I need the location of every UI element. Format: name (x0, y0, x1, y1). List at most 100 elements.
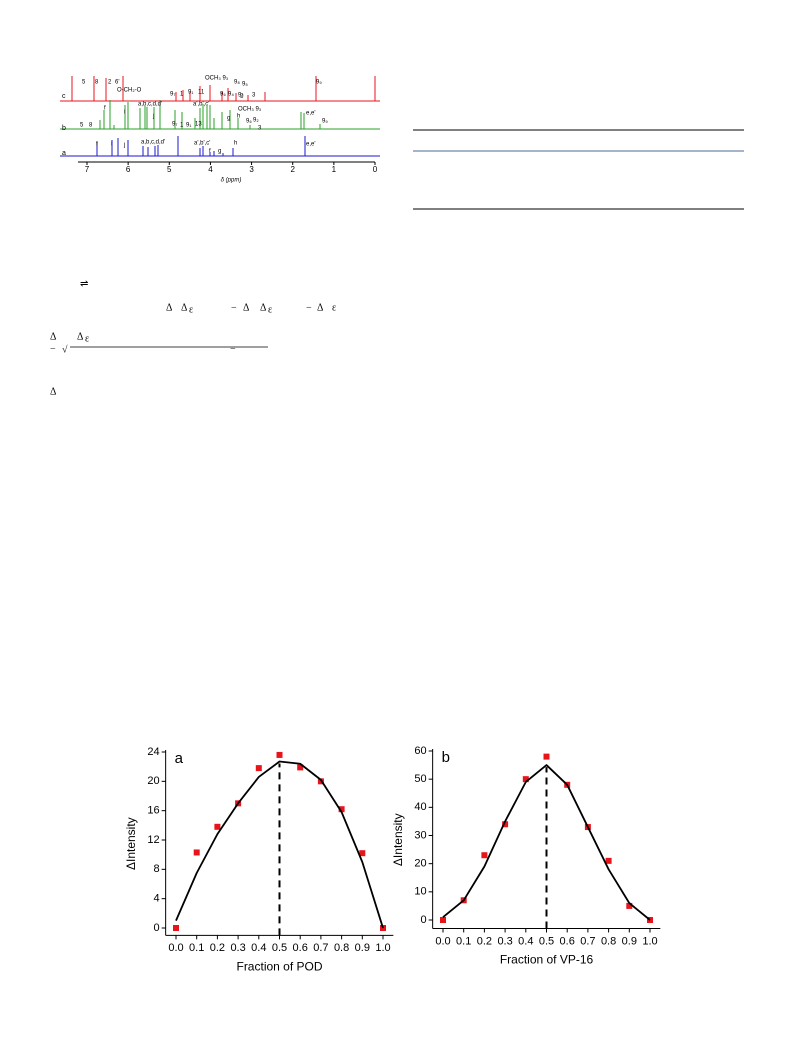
nmr-traces (60, 76, 380, 157)
x-tick-label: 7 (85, 165, 90, 174)
equation-fragment: ε (189, 304, 193, 315)
x-tick-label: 0.4 (518, 935, 533, 947)
peak-label: i (111, 142, 112, 148)
peak-label: OCH₃ 9₃ (205, 76, 229, 82)
x-tick-label: 0.7 (580, 935, 595, 947)
x-tick-label: 0.3 (230, 942, 245, 954)
data-point (214, 823, 221, 830)
peak-label: 9₄ (228, 92, 234, 98)
peak-label: 9₆ (246, 119, 252, 125)
equation-fragment: − (50, 343, 56, 354)
peak-label: 5 (82, 80, 86, 86)
x-tick-label: 0.1 (189, 942, 204, 954)
y-tick-label: 10 (414, 886, 426, 898)
x-tick-label: 0.7 (313, 942, 328, 954)
peak-label: 6' (115, 80, 119, 86)
peak-label: e,e' (306, 111, 316, 117)
x-tick-label: 5 (167, 165, 172, 174)
x-tick-label: 0.2 (210, 942, 225, 954)
data-point (522, 776, 529, 783)
x-tick-label: 0.6 (293, 942, 308, 954)
equation-fragment: Δ (77, 331, 84, 342)
x-tick-label: 0.0 (435, 935, 450, 947)
y-tick-label: 20 (414, 858, 426, 870)
data-point (440, 917, 446, 923)
x-tick-label: 0.6 (560, 935, 575, 947)
x-tick-label: 1.0 (375, 942, 390, 954)
peak-label: h (237, 114, 240, 120)
data-point (481, 852, 488, 859)
equation-fragment: √ (62, 344, 68, 355)
peak-label: O-CH₂-O (117, 88, 142, 94)
chart: 0 4 8 12 16 20 24 0.0 0.1 0.2 0.3 0.4 0.5 0.6 0.7 0.8 0.… (124, 746, 394, 974)
trace-label: b (62, 125, 66, 132)
x-axis-label: Fraction of VP-16 (500, 953, 594, 967)
y-tick-label: 0 (154, 922, 160, 934)
peak-label: 9₅ (242, 82, 248, 88)
peak-label: f (96, 142, 98, 148)
data-point (502, 821, 509, 828)
equation-fragment: Δ (260, 302, 267, 313)
x-tick-label: 1 (332, 165, 337, 174)
peak-label: 11 (198, 90, 205, 96)
peak-label: a,b,c,d,d' (138, 102, 162, 108)
x-tick-label: 0.5 (272, 942, 287, 954)
y-tick-label: 12 (147, 834, 159, 846)
peak-label: 13 (195, 122, 202, 128)
peak-label: 9₉ (316, 80, 322, 86)
peak-label: 1 (180, 92, 184, 98)
data-point (543, 753, 550, 760)
peak-label: 9₉ (322, 119, 328, 125)
peak-label: 8 (95, 80, 99, 86)
data-point (255, 765, 262, 772)
panel-label: b (442, 749, 450, 766)
peak-label: 9₁ (188, 90, 193, 96)
fit-curve (442, 764, 651, 921)
y-tick-label: 0 (421, 914, 427, 926)
data-point (359, 850, 366, 857)
peak-label: a',b',c' (193, 102, 209, 108)
y-tick-label: 50 (414, 773, 426, 785)
peak-label: 3 (252, 93, 256, 99)
peak-label: a,b,c,d,d' (141, 140, 165, 146)
y-tick-label: 8 (154, 863, 160, 875)
y-tick-label: 60 (414, 745, 426, 757)
equation-fragment: Δ (166, 302, 173, 313)
peak-label: OCH₃ 9₃ (238, 107, 262, 113)
peak-label: i (124, 110, 125, 116)
equation-fragment: Δ (317, 302, 324, 313)
panel-label: a (175, 750, 184, 767)
x-tick-label: 0.2 (477, 935, 492, 947)
trace-label: a (62, 150, 66, 157)
x-tick-label: 0.9 (355, 942, 370, 954)
y-tick-label: 30 (414, 829, 426, 841)
peak-label: j (152, 114, 154, 120)
data-point (605, 857, 612, 864)
peak-label: 2 (240, 94, 244, 100)
peak-label: 9₈ (234, 80, 240, 86)
equation-fragment: ε (268, 304, 272, 315)
peak-label: 3 (258, 126, 262, 132)
equation-fragment: ε (85, 333, 89, 344)
y-axis-label: ΔIntensity (124, 817, 138, 870)
equation-fragment: Δ (181, 302, 188, 313)
peak-label: j (123, 143, 125, 149)
trace-label: c (62, 93, 66, 100)
x-tick-label: 0.1 (456, 935, 471, 947)
x-axis-label: Fraction of POD (236, 960, 322, 974)
x-tick-label: 0.0 (168, 942, 183, 954)
x-tick-label: 1.0 (642, 935, 657, 947)
fit-curve (175, 760, 384, 929)
equation-fragment: − (230, 343, 236, 354)
x-tick-label: 0.3 (497, 935, 512, 947)
chart: 0 10 20 30 40 50 60 0.0 0.1 0.2 0.3 0.4 0.5 0.6 0.7 0.8… (391, 745, 661, 967)
data-point (193, 849, 200, 856)
peak-label: 9₇ (170, 92, 175, 98)
x-tick-label: 0.9 (622, 935, 637, 947)
x-tick-label: 0.4 (251, 942, 266, 954)
x-tick-label: 0.5 (539, 935, 554, 947)
peak-label: f (209, 149, 211, 155)
equation-fragment: Δ (50, 386, 57, 397)
data-point (626, 902, 633, 909)
